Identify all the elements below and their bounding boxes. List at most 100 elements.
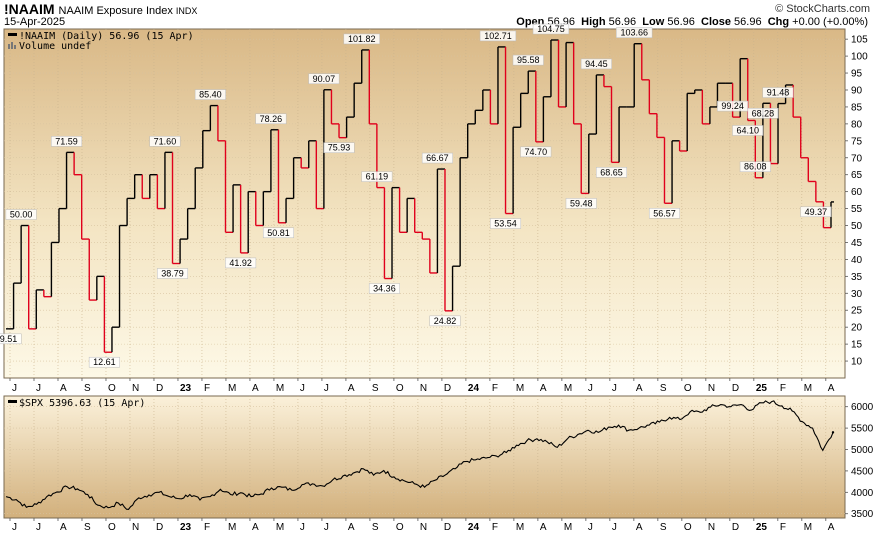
y-tick-label: 90 (851, 85, 863, 96)
x-tick-label: O (684, 383, 692, 394)
annotation-box (648, 208, 680, 219)
x-tick-label: S (660, 383, 667, 394)
annotation-box (747, 108, 779, 119)
x-tick-label: F (780, 522, 786, 533)
annotation-box (157, 268, 189, 279)
x-tick-label: A (60, 522, 67, 533)
y-tick-label: 5500 (851, 424, 874, 435)
spx-panel: 3500 4000 4500 5000 5500 6000 J J A S O N D 23 F M A M J J A… (3, 395, 874, 533)
y-tick-label: 6000 (851, 402, 874, 413)
x-tick-label: M (276, 522, 284, 533)
y-tick-label: 80 (851, 119, 863, 130)
annotation-box (361, 171, 393, 182)
x-tick-label: M (564, 383, 572, 394)
x-tick-label: 25 (756, 522, 768, 533)
x-tick-label: O (108, 522, 116, 533)
x-tick-label: A (252, 522, 259, 533)
annotation-box (308, 73, 340, 85)
annotation-label: 34.36 (373, 284, 396, 294)
symbol-exchange: INDX (175, 6, 198, 16)
annotation-box (225, 257, 257, 269)
x-tick-label: J (300, 383, 305, 394)
x-tick-label: M (228, 522, 236, 533)
annotation-box (479, 30, 517, 42)
y-tick-label: 45 (851, 238, 863, 249)
x-tick-label: S (84, 383, 91, 394)
x-tick-label: A (828, 522, 835, 533)
high-value: 56.96 (608, 16, 637, 28)
annotation-label: 24.82 (434, 316, 457, 326)
annotation-box (323, 142, 355, 153)
x-tick-label: 25 (756, 383, 768, 394)
y-tick-label: 3500 (851, 509, 874, 520)
annotation-box (51, 136, 83, 147)
x-tick-label: O (396, 522, 404, 533)
x-tick-label: M (804, 522, 812, 533)
y-tick-label: 4500 (851, 466, 874, 477)
symbol-name: NAAIM Exposure Index (58, 5, 173, 17)
annotation-label: 104.75 (537, 24, 565, 34)
x-tick-label: S (660, 522, 667, 533)
annotation-box (490, 218, 522, 229)
annotation-box (5, 209, 37, 220)
annotation-label: 66.67 (426, 153, 449, 163)
annotation-box (717, 100, 749, 112)
annotation-box (520, 146, 552, 158)
annotation-label: 94.45 (585, 59, 608, 69)
close-label: Close (701, 16, 731, 28)
y-tick-label: 20 (851, 323, 863, 334)
x-tick-label: A (636, 522, 643, 533)
x-tick-label: N (708, 522, 715, 533)
annotation-box (596, 167, 628, 178)
x-tick-label: M (516, 383, 524, 394)
legend-line-swatch (8, 33, 17, 36)
annotation-box (616, 27, 653, 38)
x-tick-label: 23 (180, 522, 192, 533)
x-tick-label: M (564, 522, 572, 533)
x-tick-label: J (612, 383, 617, 394)
y-tick-label: 75 (851, 136, 863, 147)
y-tick-label: 55 (851, 204, 863, 215)
annotation-label: 85.40 (199, 90, 222, 100)
x-tick-label: 24 (468, 522, 480, 533)
annotation-label: 78.26 (260, 114, 283, 124)
x-tick-label: A (828, 383, 835, 394)
y-tick-label: 10 (851, 357, 863, 368)
annotation-box (512, 54, 544, 66)
x-tick-label: A (60, 383, 67, 394)
annotation-label: 49.37 (805, 207, 828, 217)
annotation-label: 91.48 (767, 88, 790, 98)
close-value: 56.96 (734, 16, 762, 28)
annotation-box (88, 356, 120, 368)
spx-line (5, 400, 834, 510)
x-tick-label: D (732, 383, 739, 394)
symbol-title: !NAAIM NAAIM Exposure Index INDX (4, 1, 197, 17)
annotation-label: 102.71 (484, 31, 512, 41)
x-tick-label: M (228, 383, 236, 394)
annotation-box (532, 23, 570, 35)
low-value: 56.96 (667, 16, 695, 28)
annotation-label: 41.92 (229, 258, 252, 268)
spx-plot-area (3, 395, 846, 519)
y-tick-label: 105 (851, 35, 868, 46)
annotation-label: 64.10 (736, 125, 759, 135)
x-tick-label: A (252, 383, 259, 394)
x-tick-label: S (372, 522, 379, 533)
x-tick-label: M (276, 383, 284, 394)
annotation-box (343, 33, 380, 45)
x-tick-label: 24 (468, 383, 480, 394)
spx-last-point (831, 431, 835, 434)
annotation-label: 74.70 (525, 147, 548, 157)
x-tick-label: J (612, 522, 617, 533)
x-tick-label: A (540, 383, 547, 394)
y-tick-label: 35 (851, 272, 863, 283)
chg-value: +0.00 (+0.00%) (792, 16, 868, 28)
y-tick-label: 50 (851, 221, 863, 232)
x-tick-label: N (420, 383, 427, 394)
annotation-box (194, 89, 226, 100)
x-tick-label: J (588, 383, 593, 394)
x-tick-label: J (36, 522, 41, 533)
x-tick-label: O (684, 522, 692, 533)
y-tick-label: 65 (851, 170, 863, 181)
annotation-label: 99.24 (721, 101, 744, 111)
